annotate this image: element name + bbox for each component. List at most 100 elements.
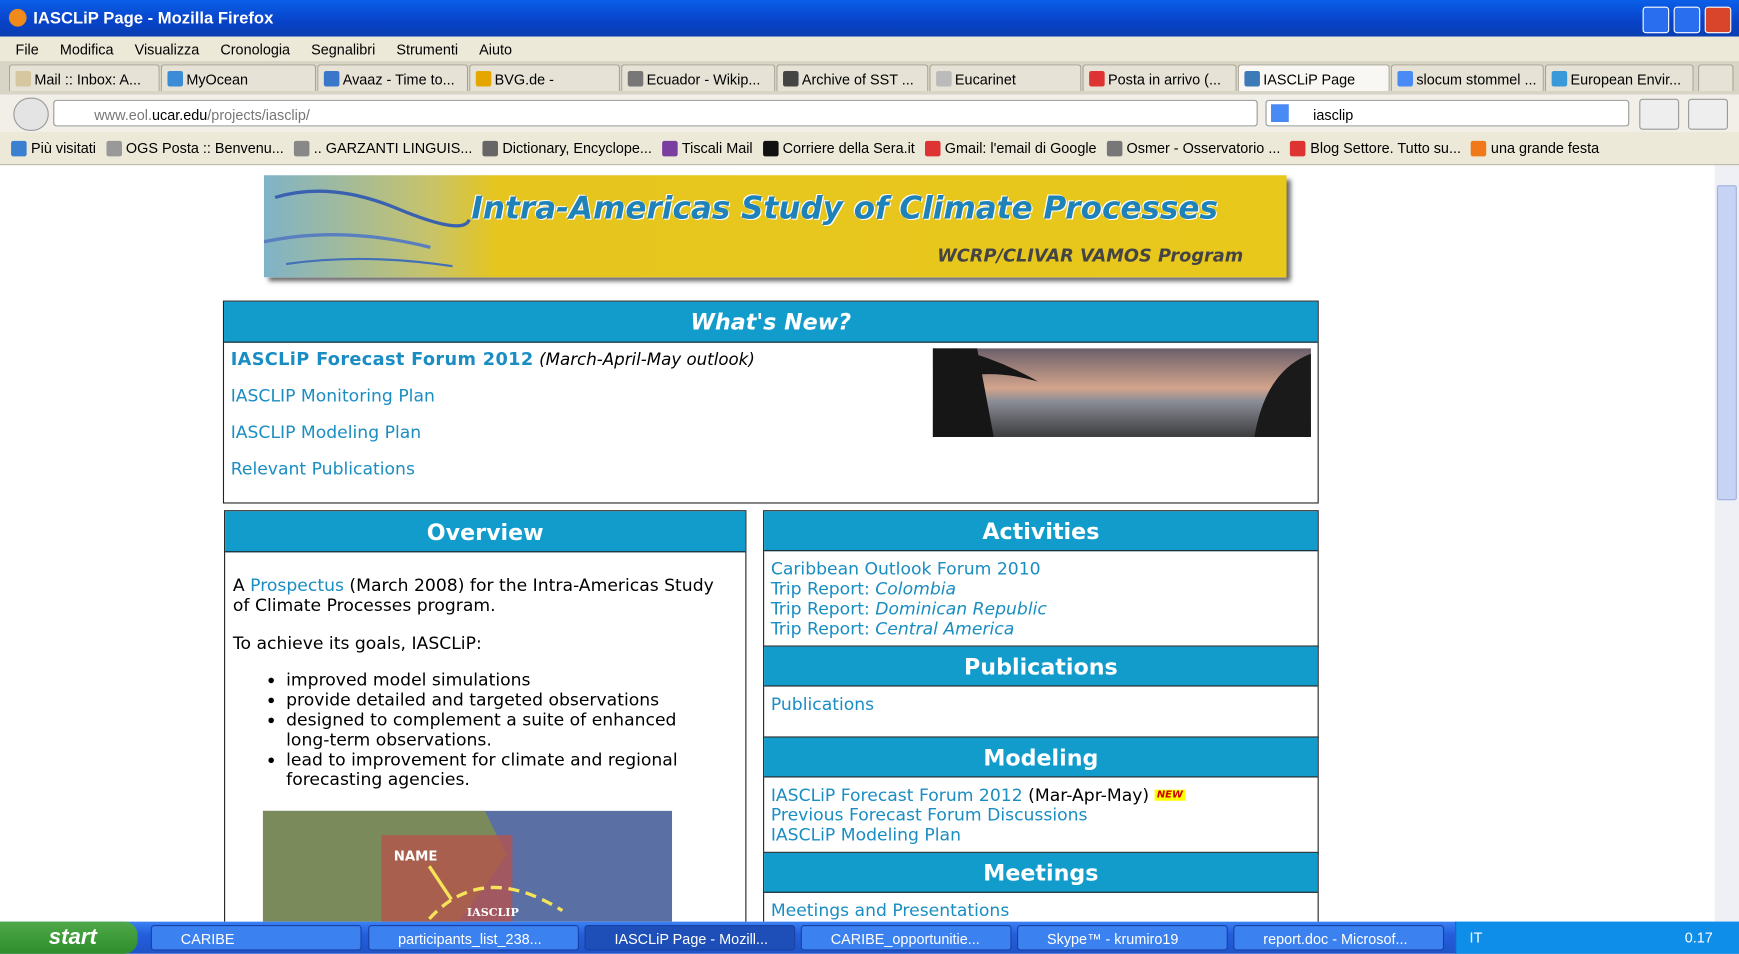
link[interactable]: IASCLiP Forecast Forum 2012 xyxy=(231,348,534,369)
region-map: NAME IASCLIP xyxy=(263,811,672,922)
task-button[interactable]: Skype™ - krumiro19 xyxy=(1017,925,1228,951)
task-button[interactable]: participants_list_238... xyxy=(368,925,579,951)
search-field[interactable]: iasclip xyxy=(1265,100,1629,127)
bookmark-label: Dictionary, Encyclope... xyxy=(502,140,652,157)
minimize-button[interactable] xyxy=(1643,7,1670,34)
link[interactable]: Caribbean Outlook Forum 2010 xyxy=(771,559,1041,579)
link-item: Previous Forecast Forum Discussions xyxy=(771,805,1185,825)
bookmark-label: una grande festa xyxy=(1491,140,1599,157)
bookmark[interactable]: OGS Posta :: Benvenu... xyxy=(106,140,284,157)
link[interactable]: IASCLIP Monitoring Plan xyxy=(231,386,435,406)
tab[interactable]: Avaaz - Time to... xyxy=(317,64,468,91)
menu-item[interactable]: Segnalibri xyxy=(311,41,375,58)
addon-button[interactable] xyxy=(1688,99,1728,130)
tab-label: IASCLiP Page xyxy=(1263,71,1355,88)
task-button[interactable]: CARIBE_opportunitie... xyxy=(801,925,1012,951)
link[interactable]: Trip Report: xyxy=(771,579,870,599)
tab-icon xyxy=(1244,71,1260,87)
menu-item[interactable]: File xyxy=(16,41,39,58)
scroll-thumb[interactable] xyxy=(1717,185,1737,500)
task-button[interactable]: IASCLiP Page - Mozill... xyxy=(584,925,795,951)
link-list: IASCLIP Monitoring Plan IASCLIP Modeling … xyxy=(231,386,435,496)
link[interactable]: Trip Report: xyxy=(771,619,870,639)
bookmark[interactable]: Corriere della Sera.it xyxy=(763,140,915,157)
meetings-box: Meetings Meetings and Presentations xyxy=(763,852,1319,922)
section-heading: Meetings xyxy=(764,853,1317,893)
trip-item: Trip Report: Central America xyxy=(771,619,1047,639)
bookmark[interactable]: Più visitati xyxy=(11,140,96,157)
link[interactable]: IASCLiP Modeling Plan xyxy=(771,825,961,845)
bookmark[interactable]: Blog Settore. Tutto su... xyxy=(1290,140,1461,157)
back-button[interactable] xyxy=(13,98,48,131)
menu-list: File Modifica Visualizza Cronologia Segnalib… xyxy=(16,41,534,58)
publications-box: Publications Publications xyxy=(763,645,1319,738)
menu-item[interactable]: Visualizza xyxy=(135,41,200,58)
tab[interactable]: Posta in arrivo (... xyxy=(1082,64,1236,91)
bookmark-label: Gmail: l'email di Google xyxy=(945,140,1097,157)
tab-icon xyxy=(628,71,644,87)
link[interactable]: Dominican Republic xyxy=(875,599,1047,619)
new-tab-button[interactable] xyxy=(1698,64,1733,91)
address-field[interactable]: www.eol.ucar.edu/projects/iasclip/ xyxy=(53,100,1257,127)
navigation-bar: www.eol.ucar.edu/projects/iasclip/ iascl… xyxy=(0,94,1739,132)
tab[interactable]: slocum stommel ... xyxy=(1391,64,1544,91)
section-heading: Publications xyxy=(764,647,1317,687)
bookmark-icon xyxy=(1290,141,1306,157)
map-label: IASCLIP xyxy=(467,906,520,919)
bookmark[interactable]: Gmail: l'email di Google xyxy=(925,140,1097,157)
bookmark[interactable]: Osmer - Osservatorio ... xyxy=(1107,140,1281,157)
search-text: iasclip xyxy=(1313,106,1353,123)
tab[interactable]: MyOcean xyxy=(161,64,316,91)
bookmark-icon xyxy=(1107,141,1123,157)
task-button[interactable]: report.doc - Microsof... xyxy=(1233,925,1444,951)
link[interactable]: Colombia xyxy=(875,579,956,599)
link[interactable]: IASCLIP Modeling Plan xyxy=(231,423,421,443)
tab[interactable]: BVG.de - xyxy=(469,64,620,91)
url-path: /projects/iasclip/ xyxy=(207,106,310,123)
tab[interactable]: Ecuador - Wikip... xyxy=(621,64,775,91)
bookmark[interactable]: una grande festa xyxy=(1471,140,1599,157)
link-list: IASCLiP Forecast Forum 2012 (Mar-Apr-May… xyxy=(771,785,1185,845)
link-item: Meetings and Presentations xyxy=(771,901,1009,921)
start-button[interactable]: start xyxy=(0,922,138,954)
bookmark-label: .. GARZANTI LINGUIS... xyxy=(314,140,473,157)
beach-photo xyxy=(933,348,1311,437)
link[interactable]: Prospectus xyxy=(250,576,344,596)
tab[interactable]: Eucarinet xyxy=(929,64,1081,91)
maximize-button[interactable] xyxy=(1674,7,1701,34)
link[interactable]: Trip Report: xyxy=(771,599,870,619)
bookmark[interactable]: Tiscali Mail xyxy=(662,140,753,157)
menu-item[interactable]: Cronologia xyxy=(220,41,290,58)
bookmark[interactable]: Dictionary, Encyclope... xyxy=(482,140,652,157)
menu-item[interactable]: Strumenti xyxy=(396,41,458,58)
bookmark[interactable]: .. GARZANTI LINGUIS... xyxy=(294,140,473,157)
bookmarks-bar: Più visitati OGS Posta :: Benvenu... .. GA… xyxy=(0,132,1739,165)
link-item: Publications xyxy=(771,694,874,714)
link[interactable]: Previous Forecast Forum Discussions xyxy=(771,805,1088,825)
menu-item[interactable]: Modifica xyxy=(60,41,114,58)
map-label: NAME xyxy=(394,850,438,865)
link[interactable]: Central America xyxy=(875,619,1014,639)
home-button[interactable] xyxy=(1639,99,1679,130)
tab[interactable]: Archive of SST ... xyxy=(776,64,928,91)
tab[interactable]: IASCLiP Page xyxy=(1238,64,1390,91)
bookmark-label: Più visitati xyxy=(31,140,96,157)
tab-label: Archive of SST ... xyxy=(802,71,914,88)
window-title: IASCLiP Page - Mozilla Firefox xyxy=(33,9,273,28)
scrollbar[interactable] xyxy=(1715,165,1739,921)
close-button[interactable] xyxy=(1705,7,1732,34)
link[interactable]: Publications xyxy=(771,694,874,714)
tab[interactable]: Mail :: Inbox: A... xyxy=(9,64,160,91)
link[interactable]: Relevant Publications xyxy=(231,459,415,479)
clock: 0.17 xyxy=(1685,929,1713,946)
tab[interactable]: European Envir... xyxy=(1545,64,1694,91)
tab-icon xyxy=(783,71,799,87)
tab-label: Mail :: Inbox: A... xyxy=(34,71,141,88)
tab-icon xyxy=(16,71,32,87)
text: A xyxy=(233,576,245,596)
link[interactable]: IASCLiP Forecast Forum 2012 xyxy=(771,785,1023,805)
link[interactable]: Meetings and Presentations xyxy=(771,901,1009,921)
menu-bar: File Modifica Visualizza Cronologia Segnalib… xyxy=(0,37,1739,61)
task-button[interactable]: CARIBE xyxy=(151,925,362,951)
menu-item[interactable]: Aiuto xyxy=(479,41,512,58)
